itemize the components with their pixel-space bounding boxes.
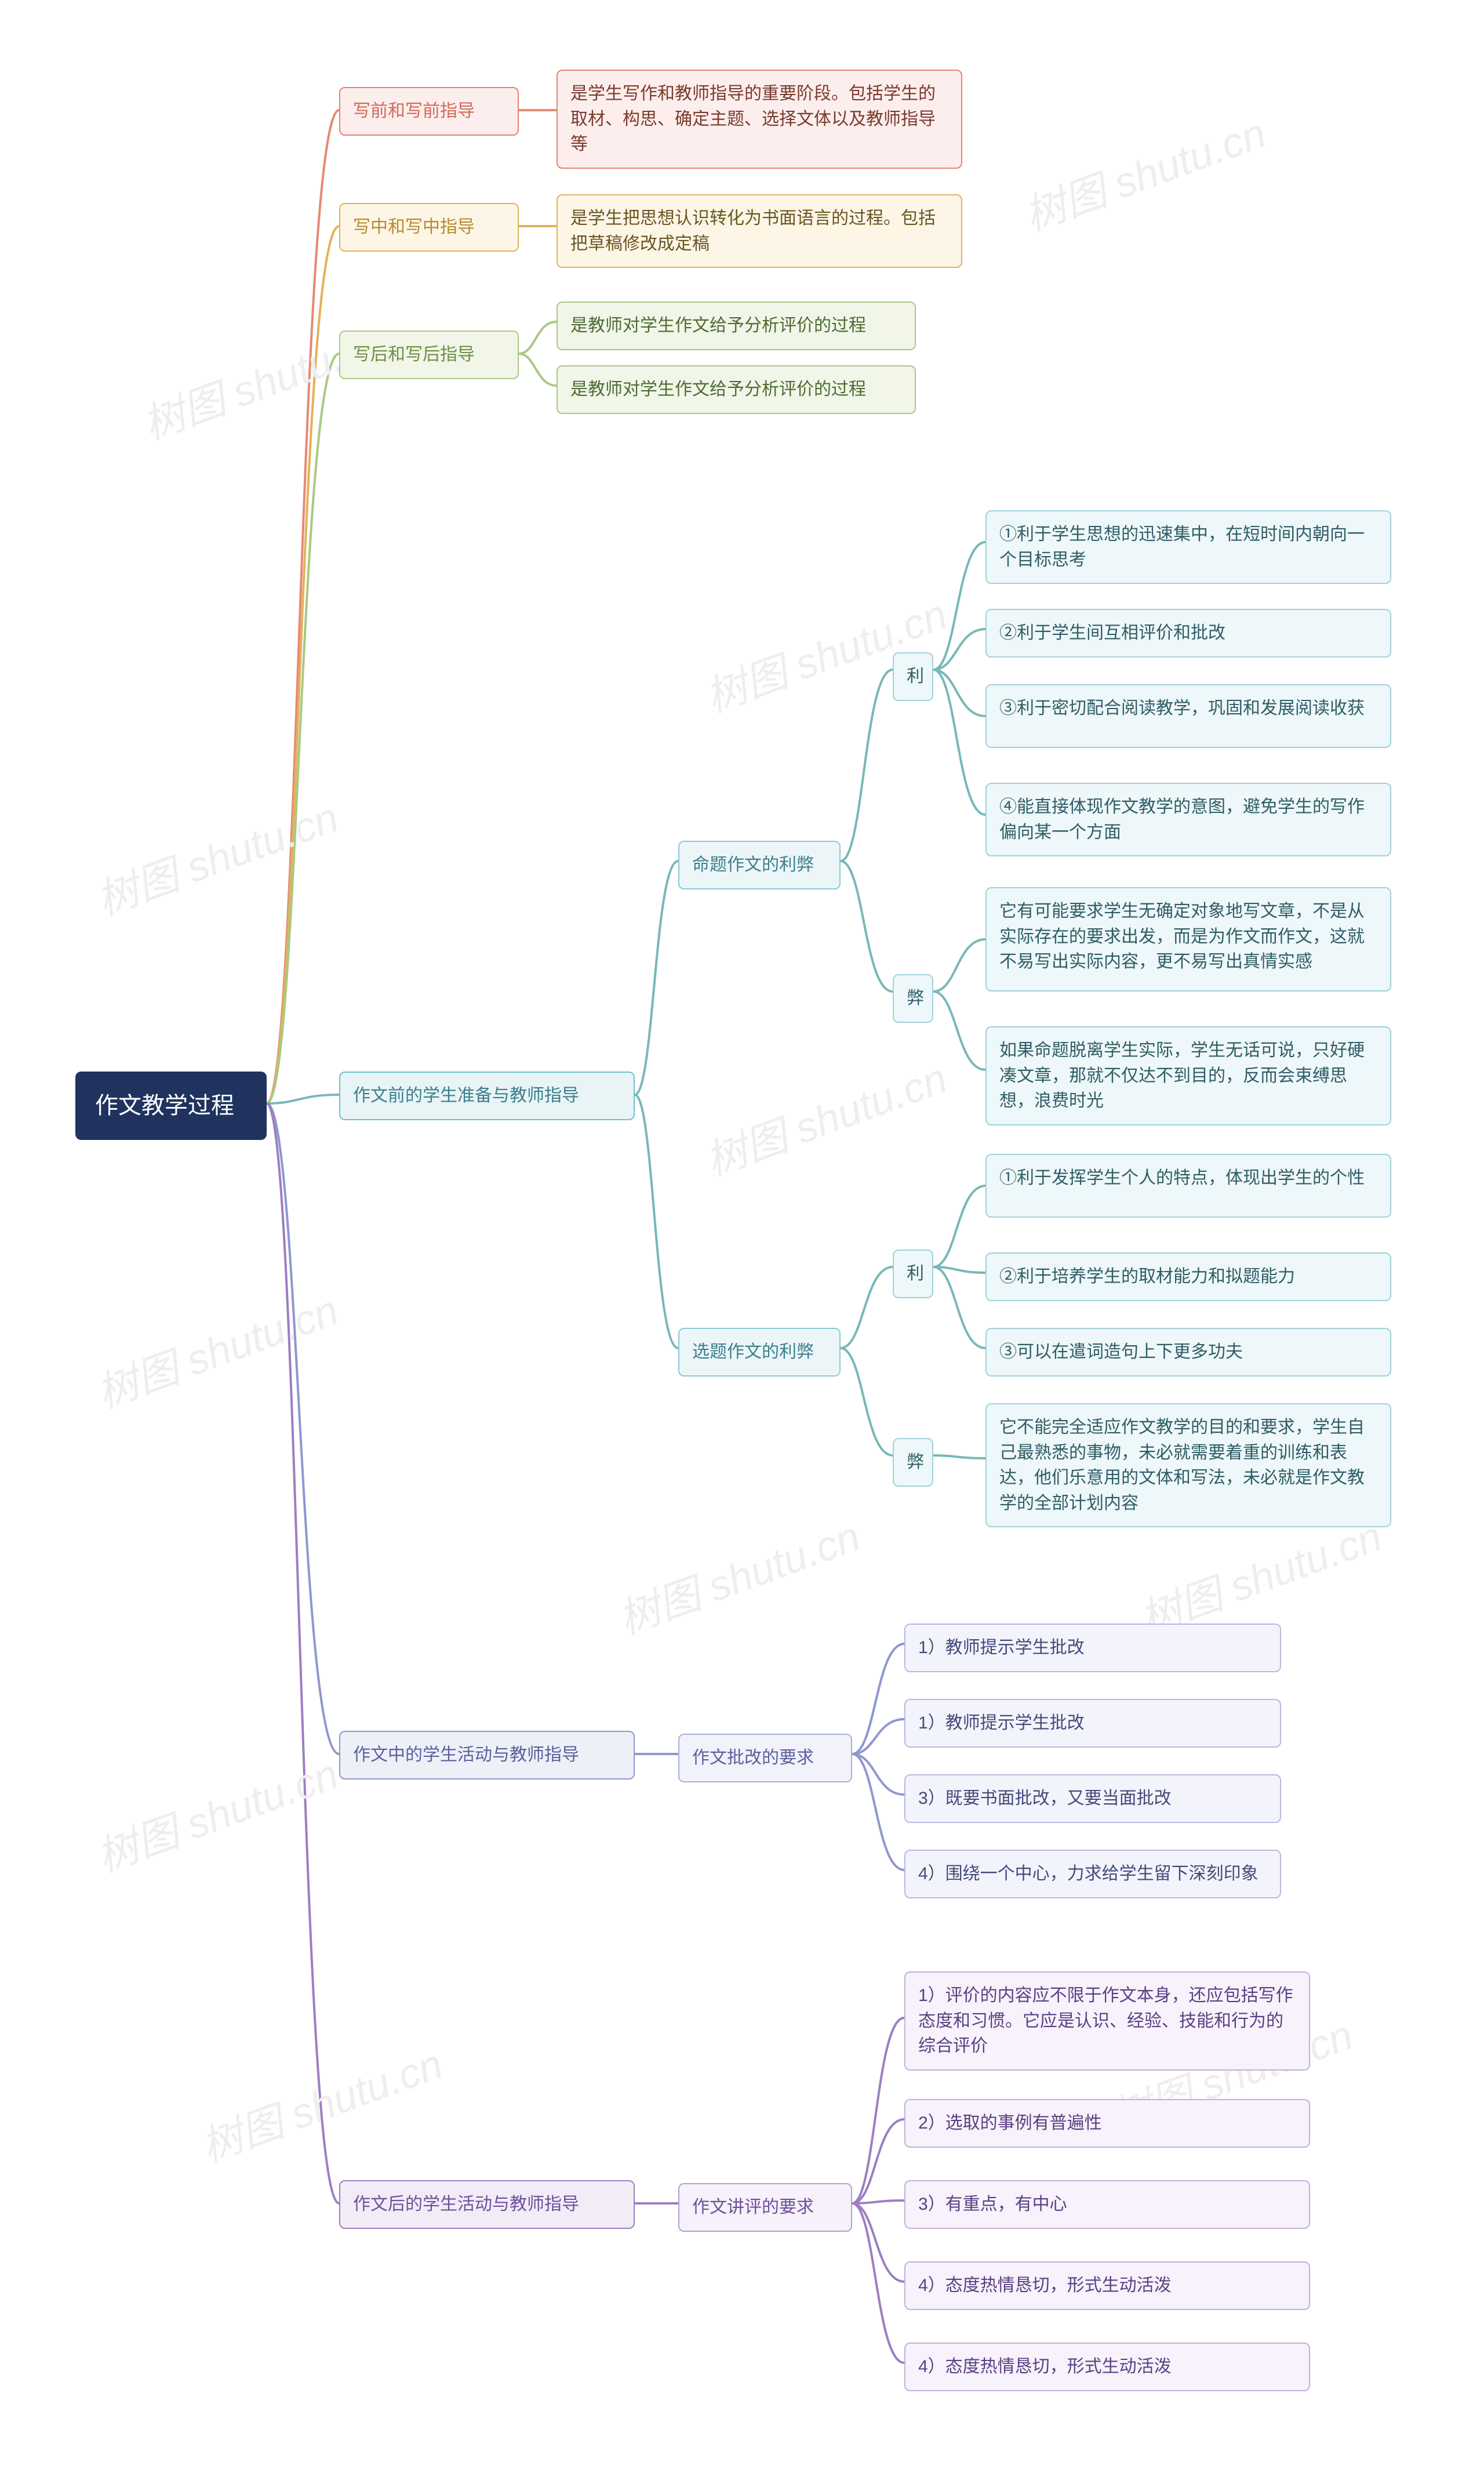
leaf: ④能直接体现作文教学的意图，避免学生的写作偏向某一个方面 [985, 783, 1391, 856]
watermark: 树图 shutu.cn [87, 1740, 345, 1884]
watermark: 树图 shutu.cn [191, 2030, 450, 2174]
leaf: 1）评价的内容应不限于作文本身，还应包括写作态度和习惯。它应是认识、经验、技能和… [904, 1971, 1310, 2071]
leaf: 它不能完全适应作文教学的目的和要求，学生自己最熟悉的事物，未必就需要着重的训练和… [985, 1403, 1391, 1527]
mindmap-canvas: 树图 shutu.cn 树图 shutu.cn 树图 shutu.cn 树图 shut… [0, 0, 1484, 2484]
sub-node: 选题作文的利弊 [678, 1328, 841, 1377]
leaf: ③可以在遣词造句上下更多功夫 [985, 1328, 1391, 1377]
watermark: 树图 shutu.cn [87, 1276, 345, 1420]
leaf: ①利于发挥学生个人的特点，体现出学生的个性 [985, 1154, 1391, 1218]
leaf: 4）态度热情恳切，形式生动活泼 [904, 2261, 1310, 2310]
branch-b3: 写后和写后指导 [339, 331, 519, 379]
watermark: 树图 shutu.cn [133, 308, 392, 452]
sub-node: 命题作文的利弊 [678, 841, 841, 889]
leaf: 3）既要书面批改，又要当面批改 [904, 1774, 1281, 1823]
leaf: 它有可能要求学生无确定对象地写文章，不是从实际存在的要求出发，而是为作文而作文，… [985, 887, 1391, 992]
branch-b4: 作文前的学生准备与教师指导 [339, 1072, 635, 1120]
leaf: ③利于密切配合阅读教学，巩固和发展阅读收获 [985, 684, 1391, 748]
leaf: 4）围绕一个中心，力求给学生留下深刻印象 [904, 1850, 1281, 1898]
leaf: 1）教师提示学生批改 [904, 1699, 1281, 1748]
sub-node: 作文批改的要求 [678, 1734, 852, 1782]
leaf: ①利于学生思想的迅速集中，在短时间内朝向一个目标思考 [985, 510, 1391, 584]
group-node: 弊 [893, 1438, 933, 1487]
leaf: 3）有重点，有中心 [904, 2180, 1310, 2229]
leaf: 1）教师提示学生批改 [904, 1624, 1281, 1672]
branch-b2: 写中和写中指导 [339, 203, 519, 252]
group-node: 弊 [893, 974, 933, 1023]
leaf: 如果命题脱离学生实际，学生无话可说，只好硬凑文章，那就不仅达不到目的，反而会束缚… [985, 1026, 1391, 1125]
leaf: 2）选取的事例有普遍性 [904, 2099, 1310, 2148]
watermark: 树图 shutu.cn [1014, 99, 1273, 243]
branch-b5: 作文中的学生活动与教师指导 [339, 1731, 635, 1780]
leaf: 是教师对学生作文给予分析评价的过程 [556, 302, 916, 350]
sub-node: 作文讲评的要求 [678, 2183, 852, 2232]
watermark: 树图 shutu.cn [609, 1502, 867, 1646]
root-node: 作文教学过程 [75, 1072, 267, 1140]
leaf: 是学生写作和教师指导的重要阶段。包括学生的取材、构思、确定主题、选择文体以及教师… [556, 70, 962, 169]
watermark: 树图 shutu.cn [87, 783, 345, 927]
branch-b6: 作文后的学生活动与教师指导 [339, 2180, 635, 2229]
leaf: 是学生把思想认识转化为书面语言的过程。包括把草稿修改成定稿 [556, 194, 962, 268]
group-node: 利 [893, 1250, 933, 1298]
group-node: 利 [893, 652, 933, 701]
leaf: ②利于学生间互相评价和批改 [985, 609, 1391, 658]
leaf: 4）态度热情恳切，形式生动活泼 [904, 2343, 1310, 2391]
leaf: 是教师对学生作文给予分析评价的过程 [556, 365, 916, 414]
branch-b1: 写前和写前指导 [339, 87, 519, 136]
leaf: ②利于培养学生的取材能力和拟题能力 [985, 1252, 1391, 1301]
watermark: 树图 shutu.cn [696, 1044, 954, 1188]
